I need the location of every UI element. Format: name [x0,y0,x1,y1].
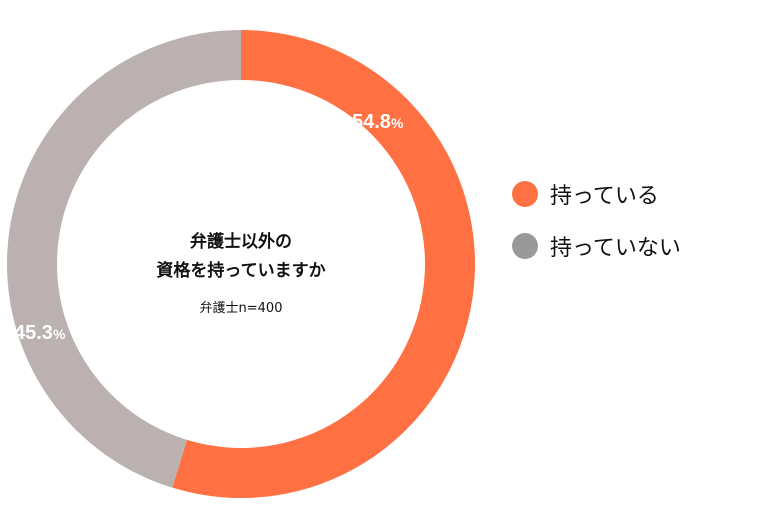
legend-item-has-not: 持っていない [512,232,681,261]
slice-has-not [7,30,242,488]
legend: 持っている 持っていない [512,180,681,284]
slice-labels: 54.8% 45.3% [14,111,404,344]
legend-item-has: 持っている [512,180,681,209]
center-title-line-1: 弁護士以外の [190,231,292,252]
legend-label-has: 持っている [550,184,659,209]
center-title-line-2: 資格を持っていますか [156,260,325,281]
center-text: 弁護士以外の 資格を持っていますか 弁護士n=400 [156,231,325,316]
slice-has-not-label: 45.3% [14,322,66,344]
donut-slices [7,30,476,498]
legend-swatch-has-not [512,233,538,259]
slice-has [172,30,476,498]
legend-swatch-has [512,181,538,207]
legend-label-has-not: 持っていない [550,236,681,261]
sample-size-note: 弁護士n=400 [200,300,283,316]
slice-has-label: 54.8% [352,111,404,133]
